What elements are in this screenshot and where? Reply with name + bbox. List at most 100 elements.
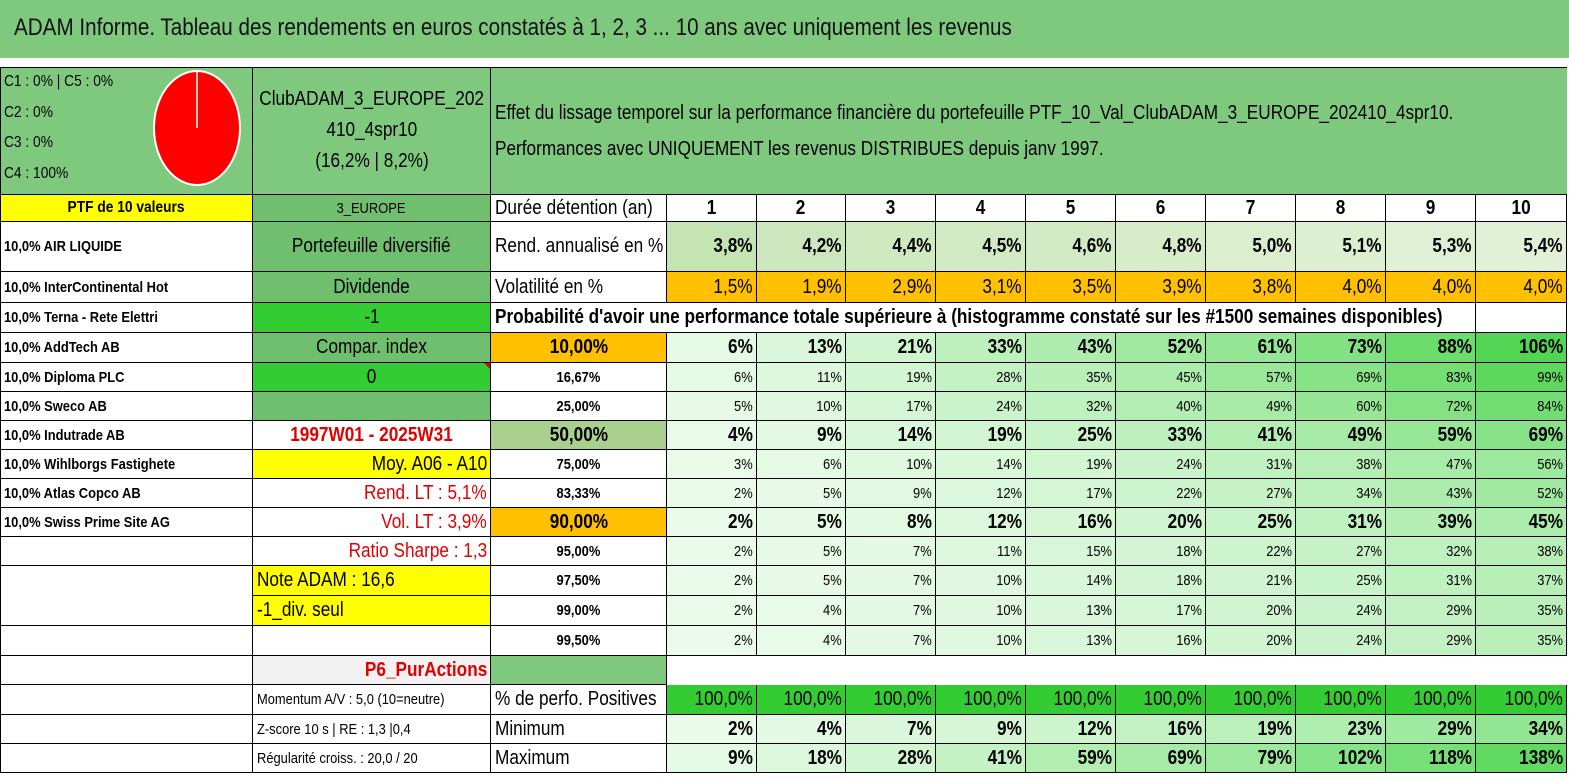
probability-value-text: 25% <box>1356 572 1382 589</box>
class-item: C1 : 0% | C5 : 0% <box>4 73 114 90</box>
holding-row: 10,0% Diploma PLC <box>0 363 253 392</box>
probability-value: 25% <box>1206 508 1296 537</box>
probability-value-text: 27% <box>1266 484 1292 502</box>
empty-holding-cell <box>0 715 253 744</box>
max-value-text: 18% <box>807 746 842 769</box>
max-value-text: 102% <box>1338 746 1382 769</box>
class-item: C4 : 100% <box>4 164 69 182</box>
probability-value: 12% <box>936 508 1026 537</box>
probability-value: 16% <box>1026 508 1116 537</box>
probability-value: 27% <box>1296 537 1386 566</box>
pos-value-text: 100,0% <box>783 688 842 710</box>
probability-value: 69% <box>1476 421 1567 450</box>
probability-value: 20% <box>1206 626 1296 656</box>
min-label: Minimum <box>491 715 667 744</box>
probability-value: 16% <box>1116 626 1206 656</box>
rend-value-text: 5,4% <box>1523 235 1563 257</box>
min-value: 16% <box>1116 715 1206 744</box>
adam-note: Note ADAM : 16,6 <box>253 566 491 596</box>
probability-value: 20% <box>1116 508 1206 537</box>
vol-value-text: 3,9% <box>1162 275 1202 298</box>
probability-value-text: 2% <box>734 602 753 619</box>
year-header: 6 <box>1116 195 1206 222</box>
year-header-text: 10 <box>1511 196 1531 219</box>
probability-value-text: 29% <box>1446 632 1472 649</box>
portfolio-name-line: 410_4spr10 <box>326 119 417 141</box>
vol-value-text: 1,5% <box>713 275 753 298</box>
probability-value: 25% <box>1026 421 1116 450</box>
probability-value: 38% <box>1296 450 1386 479</box>
probability-value-text: 10% <box>906 455 932 473</box>
probability-value: 18% <box>1116 566 1206 596</box>
probability-value: 14% <box>936 450 1026 479</box>
report-title-bar: ADAM Informe. Tableau des rendements en … <box>0 0 1569 60</box>
probability-value-text: 11% <box>817 368 842 386</box>
probability-value: 47% <box>1386 450 1476 479</box>
probability-value-text: 7% <box>913 542 932 560</box>
threshold-label-text: 50,00% <box>549 423 608 446</box>
year-header: 10 <box>1476 195 1567 222</box>
probability-value: 2% <box>667 479 757 508</box>
probability-value-text: 24% <box>1356 602 1382 619</box>
max-value-text: 41% <box>987 746 1022 769</box>
probability-value-text: 25% <box>1077 423 1112 446</box>
spacer-green <box>491 656 667 685</box>
min-value-text: 34% <box>1528 717 1563 740</box>
class-item: C3 : 0% <box>4 134 53 151</box>
probability-value: 11% <box>757 363 846 392</box>
probability-value: 38% <box>1476 537 1567 566</box>
p6-label-text: P6_PurActions <box>364 658 487 681</box>
holding-row: 10,0% Terna - Rete Elettri <box>0 303 253 333</box>
dividend-label-text: Dividende <box>333 275 410 298</box>
min-value-text: 4% <box>817 717 842 740</box>
probability-value: 88% <box>1386 333 1476 363</box>
probability-value-text: 60% <box>1356 397 1382 415</box>
probability-value-text: 13% <box>807 336 842 358</box>
region-cell: 3_EUROPE <box>253 195 491 222</box>
probability-value: 18% <box>1116 537 1206 566</box>
probability-value: 37% <box>1476 566 1567 596</box>
max-label-text: Maximum <box>495 746 570 769</box>
probability-value-text: 72% <box>1446 397 1472 415</box>
year-header-text: 5 <box>1065 196 1076 219</box>
vol-value-text: 3,8% <box>1252 275 1292 298</box>
probability-value-text: 9% <box>817 423 842 446</box>
holding-row-text: 10,0% Terna - Rete Elettri <box>4 309 158 326</box>
rend-label: Rend. annualisé en % <box>491 222 667 272</box>
probability-value-text: 6% <box>734 368 753 386</box>
probability-value-text: 10% <box>996 572 1022 589</box>
vol-value: 4,0% <box>1296 272 1386 303</box>
min-value-text: 29% <box>1437 717 1472 740</box>
probability-value: 57% <box>1206 363 1296 392</box>
probability-value: 9% <box>846 479 936 508</box>
vol-label-text: Volatilité en % <box>495 275 604 298</box>
momentum: Momentum A/V : 5,0 (10=neutre) <box>253 685 491 715</box>
pos-label: % de perfo. Positives <box>491 685 667 715</box>
probability-value: 28% <box>936 363 1026 392</box>
compar-label: Compar. index <box>253 333 491 363</box>
min-value-text: 16% <box>1167 717 1202 740</box>
vol-value: 3,5% <box>1026 272 1116 303</box>
probability-value-text: 13% <box>1086 602 1112 619</box>
pos-value: 100,0% <box>757 685 846 715</box>
probability-value-text: 61% <box>1257 336 1292 358</box>
pos-value: 100,0% <box>1206 685 1296 715</box>
probability-value: 27% <box>1206 479 1296 508</box>
pos-value-text: 100,0% <box>1413 688 1472 710</box>
threshold-label-text: 75,00% <box>556 455 601 473</box>
probability-value: 39% <box>1386 508 1476 537</box>
year-header: 2 <box>757 195 846 222</box>
rend-value-text: 5,0% <box>1252 235 1292 257</box>
compar-value: 0 <box>253 363 491 392</box>
class-pie-chart <box>153 70 241 186</box>
class-list: C1 : 0% | C5 : 0% C2 : 0% C3 : 0% C4 : 100% <box>4 73 131 194</box>
probability-value-text: 39% <box>1437 510 1472 533</box>
probability-value-text: 12% <box>996 484 1022 502</box>
probability-value: 5% <box>757 566 846 596</box>
probability-value: 21% <box>846 333 936 363</box>
probability-value: 33% <box>1116 421 1206 450</box>
probability-value: 13% <box>757 333 846 363</box>
vol-value: 1,9% <box>757 272 846 303</box>
probability-value: 2% <box>667 508 757 537</box>
probability-value: 19% <box>846 363 936 392</box>
